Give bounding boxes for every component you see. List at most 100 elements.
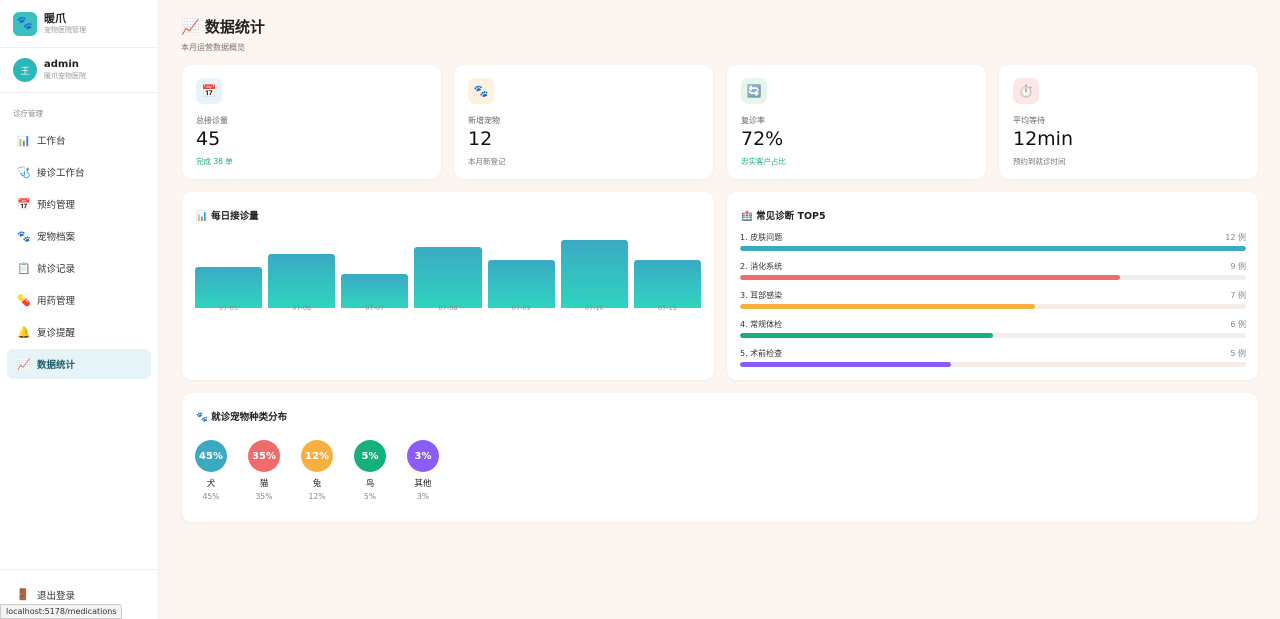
page-title: 📈 数据统计 <box>181 18 265 36</box>
diagnosis-row: 1. 皮肤问题 12 例 <box>740 232 1246 251</box>
bar-label: 07-11 <box>657 304 677 312</box>
sidebar-item-label: 用药管理 <box>37 296 76 307</box>
species-circle: 5% <box>354 440 386 472</box>
stat-note: 忠实客户占比 <box>741 157 786 166</box>
diagnosis-bar-track <box>740 362 1246 367</box>
diagnosis-bar-fill <box>740 304 1036 309</box>
nav-icon: 📈 <box>17 357 31 371</box>
stat-icon: ⏱️ <box>1013 78 1039 104</box>
species-circle: 45% <box>195 440 227 472</box>
status-url: localhost:5178/medications <box>0 604 123 619</box>
species-circle: 3% <box>407 440 439 472</box>
diagnosis-count: 9 例 <box>1230 262 1246 271</box>
brand: 🐾 暖爪 宠物医院管理 <box>0 0 158 48</box>
diagnosis-title: 🏥 常见诊断 TOP5 <box>741 211 826 222</box>
stat-card: 🔄 复诊率 72% 忠实客户占比 <box>727 65 986 179</box>
daily-visits-title: 📊 每日接诊量 <box>196 211 259 222</box>
sidebar-item-1[interactable]: 🩺 接诊工作台 <box>7 157 151 187</box>
nav-icon: 🔔 <box>17 325 31 339</box>
stat-value: 45 <box>196 128 221 150</box>
diagnosis-bar-track <box>740 304 1246 309</box>
species-item: 3% 其他 3% <box>403 440 443 501</box>
diagnosis-bar-fill <box>740 362 951 367</box>
stat-label: 平均等待 <box>1013 116 1045 125</box>
species-percent: 3% <box>417 492 429 501</box>
diagnosis-count: 6 例 <box>1230 320 1246 329</box>
main-content: 📈 数据统计 本月运营数据概览 <box>181 0 1258 53</box>
species-name: 兔 <box>312 479 322 489</box>
user-org: 暖爪宠物医院 <box>44 72 86 80</box>
logout-button[interactable]: 🚪 退出登录 <box>0 569 158 619</box>
diagnosis-bar-track <box>740 275 1246 280</box>
sidebar-item-0[interactable]: 📊 工作台 <box>7 125 151 155</box>
species-percent: 35% <box>255 492 273 501</box>
species-name: 鸟 <box>365 479 375 489</box>
bar-07-07 <box>341 274 409 308</box>
diagnosis-row: 5. 术前检查 5 例 <box>740 348 1246 367</box>
nav-icon: 💊 <box>17 293 31 307</box>
bar-label: 07-06 <box>292 304 312 312</box>
bar-label: 07-07 <box>365 304 385 312</box>
bar-07-11 <box>633 260 701 308</box>
nav-icon: 🐾 <box>17 229 31 243</box>
user-profile[interactable]: 王 admin 暖爪宠物医院 <box>0 48 158 93</box>
chart-increasing-icon: 📈 <box>181 18 200 36</box>
bar-chart-icon: 📊 <box>196 211 208 222</box>
sidebar-item-label: 工作台 <box>37 136 66 147</box>
stat-value: 72% <box>741 128 784 150</box>
species-item: 5% 鸟 5% <box>350 440 390 501</box>
diagnosis-bar-track <box>740 333 1246 338</box>
hospital-icon: 🏥 <box>741 211 753 222</box>
nav-icon: 🩺 <box>17 165 31 179</box>
diagnosis-row: 3. 耳部感染 7 例 <box>740 290 1246 309</box>
stat-icon: 📅 <box>196 78 222 104</box>
page-subtitle: 本月运营数据概览 <box>181 43 245 52</box>
diagnosis-label: 5. 术前检查 <box>740 349 783 358</box>
stat-card: ⏱️ 平均等待 12min 预约到就诊时间 <box>999 65 1258 179</box>
species-percent: 5% <box>364 492 376 501</box>
stat-icon: 🔄 <box>741 78 767 104</box>
diagnosis-count: 12 例 <box>1225 233 1246 242</box>
sidebar-item-3[interactable]: 🐾 宠物档案 <box>7 221 151 251</box>
stat-card: 🐾 新增宠物 12 本月新登记 <box>454 65 713 179</box>
species-distribution-card: 🐾 就诊宠物种类分布 45% 犬 45% 35% 猫 35% 12% 兔 12%… <box>182 393 1258 522</box>
sidebar: 🐾 暖爪 宠物医院管理 王 admin 暖爪宠物医院 诊疗管理 📊 工作台 🩺 接诊工… <box>0 0 159 619</box>
sidebar-nav: 📊 工作台 🩺 接诊工作台 📅 预约管理 🐾 宠物档案 📋 就诊记录 💊 用药管理 🔔 复诊提醒 📈 数据统计 <box>0 125 158 379</box>
diagnosis-bar-fill <box>740 246 1246 251</box>
sidebar-item-5[interactable]: 💊 用药管理 <box>7 285 151 315</box>
avatar: 王 <box>13 58 37 82</box>
sidebar-item-label: 复诊提醒 <box>37 328 76 339</box>
bar-07-08 <box>414 246 482 308</box>
diagnosis-label: 4. 常规体检 <box>740 320 783 329</box>
species-name: 猫 <box>259 479 269 489</box>
bar-07-09 <box>487 260 555 308</box>
bar-label: 07-10 <box>584 304 604 312</box>
stat-label: 总接诊量 <box>196 116 228 125</box>
diagnosis-top5-card: 🏥 常见诊断 TOP5 1. 皮肤问题 12 例 2. 消化系统 9 例 3. 耳部… <box>727 192 1258 380</box>
stat-value: 12min <box>1013 128 1074 150</box>
sidebar-item-4[interactable]: 📋 就诊记录 <box>7 253 151 283</box>
stat-note: 预约到就诊时间 <box>1013 157 1066 166</box>
diagnosis-count: 5 例 <box>1230 349 1246 358</box>
sidebar-item-6[interactable]: 🔔 复诊提醒 <box>7 317 151 347</box>
species-item: 45% 犬 45% <box>191 440 231 501</box>
sidebar-item-label: 预约管理 <box>37 200 76 211</box>
nav-section-label: 诊疗管理 <box>13 109 43 118</box>
species-name: 犬 <box>206 479 216 489</box>
daily-visits-card: 📊 每日接诊量 07-05 07-06 07-07 07-08 07-09 07-10 07… <box>182 192 714 380</box>
nav-icon: 📅 <box>17 197 31 211</box>
species-item: 35% 猫 35% <box>244 440 284 501</box>
paw-icon: 🐾 <box>196 412 208 423</box>
diagnosis-bar-track <box>740 246 1246 251</box>
door-icon: 🚪 <box>16 588 30 601</box>
bar-07-06 <box>268 253 336 308</box>
species-percent: 12% <box>308 492 326 501</box>
sidebar-item-7[interactable]: 📈 数据统计 <box>7 349 151 379</box>
diagnosis-label: 2. 消化系统 <box>740 262 783 271</box>
diagnosis-row: 4. 常规体检 6 例 <box>740 319 1246 338</box>
sidebar-item-2[interactable]: 📅 预约管理 <box>7 189 151 219</box>
sidebar-item-label: 就诊记录 <box>37 264 76 275</box>
sidebar-item-label: 接诊工作台 <box>37 168 85 179</box>
nav-icon: 📋 <box>17 261 31 275</box>
species-circle: 12% <box>301 440 333 472</box>
